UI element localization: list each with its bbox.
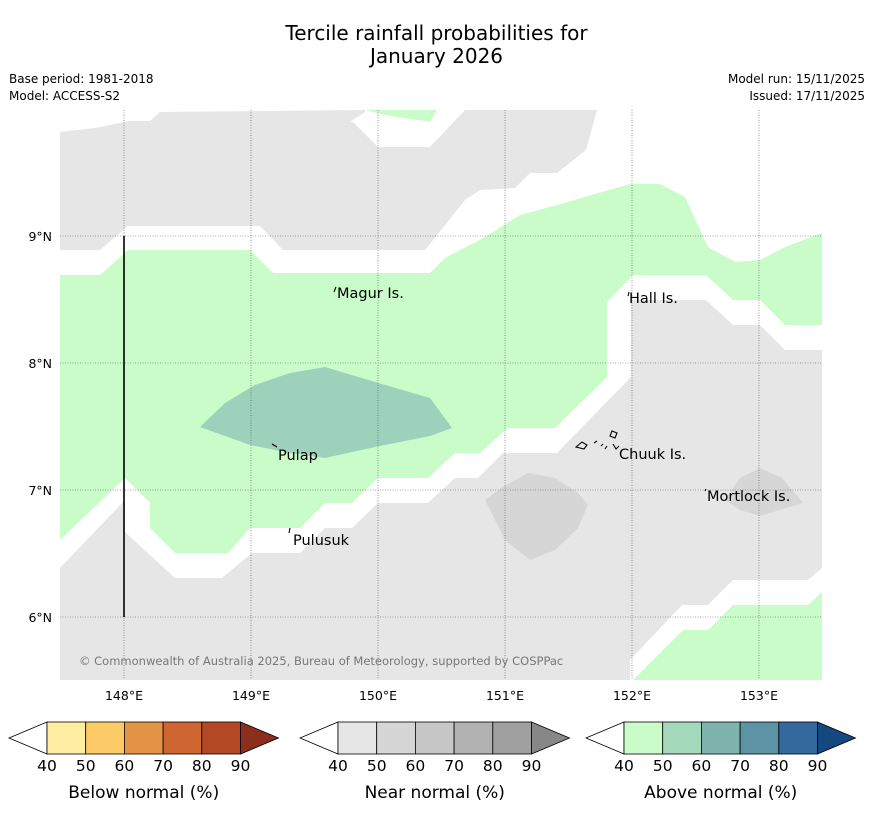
- model-run: Model run: 15/11/2025: [727, 72, 865, 86]
- colorbar-tick-label: 90: [522, 757, 542, 775]
- colorbar-tick-label: 70: [153, 757, 173, 775]
- place-label-pulap: Pulap: [278, 448, 318, 464]
- above-normal-region-top: [365, 110, 437, 122]
- colorbar-tick-label: 70: [730, 757, 750, 775]
- colorbar-swatch: [376, 721, 416, 755]
- colorbar-legends: 40 50 60 70 80 90 Below normal (%) 40 50 60 70 80 90…: [7, 721, 857, 803]
- issued-date: Issued: 17/11/2025: [749, 89, 865, 103]
- colorbar-tick-label: 40: [328, 757, 348, 775]
- lon-label-149: 149°E: [232, 688, 270, 703]
- near-normal-region-north: [60, 110, 597, 250]
- lon-label-150: 150°E: [359, 688, 397, 703]
- title-line-2: January 2026: [369, 44, 504, 68]
- colorbar-swatch: [85, 721, 125, 755]
- near-normal-50-region-b: [725, 468, 803, 516]
- copyright-notice: © Commonwealth of Australia 2025, Bureau…: [79, 654, 563, 668]
- colorbar-swatch: [46, 721, 87, 755]
- island-pulusuk: [288, 527, 291, 534]
- colorbar-tick-label: 40: [614, 757, 634, 775]
- colorbar-tick-label: 80: [769, 757, 789, 775]
- chart-title: Tercile rainfall probabilities for Janua…: [0, 22, 873, 68]
- colorbar-3: 40 50 60 70 80 90 Above normal (%): [584, 721, 857, 803]
- colorbar-extend-high: [240, 721, 280, 755]
- lon-label-153: 153°E: [740, 688, 778, 703]
- colorbar-extend-high: [531, 721, 571, 755]
- place-label-hall: Hall Is.: [629, 291, 678, 307]
- meta-right: Model run: 15/11/2025 Issued: 17/11/2025: [728, 71, 865, 105]
- colorbar-extend-low: [584, 721, 625, 755]
- lat-label-9: 9°N: [28, 229, 52, 244]
- title-line-1: Tercile rainfall probabilities for: [285, 21, 588, 45]
- colorbar-swatch: [492, 721, 532, 755]
- near-normal-region-south: [60, 300, 822, 680]
- colorbar-tick-label: 50: [367, 757, 387, 775]
- above-normal-50-region: [200, 367, 452, 458]
- colorbar-swatch: [337, 721, 378, 755]
- colorbar-swatch: [162, 721, 203, 755]
- colorbar-swatch: [414, 721, 455, 755]
- island-chuuk-lagoon: [574, 430, 620, 450]
- colorbar-swatch: [623, 721, 664, 755]
- colorbar-tick-label: 80: [483, 757, 503, 775]
- colorbar-swatch: [778, 721, 818, 755]
- colorbar-title: Near normal (%): [365, 783, 505, 803]
- colorbar-swatch: [701, 721, 741, 755]
- place-label-magur: Magur Is.: [337, 286, 404, 302]
- colorbar-tick-label: 60: [406, 757, 426, 775]
- lat-label-7: 7°N: [28, 483, 52, 498]
- island-pulap: [271, 443, 278, 448]
- colorbar-tick-label: 40: [37, 757, 57, 775]
- above-normal-region-main: [60, 184, 822, 553]
- colorbar-tick-label: 80: [192, 757, 212, 775]
- colorbar-tick-label: 90: [808, 757, 828, 775]
- island-mortlock: [704, 488, 707, 492]
- lon-label-148: 148°E: [105, 688, 143, 703]
- lon-label-152: 152°E: [613, 688, 651, 703]
- colorbar-tick-label: 50: [653, 757, 673, 775]
- map-plot-area: [60, 110, 822, 680]
- colorbar-title: Above normal (%): [644, 783, 797, 803]
- colorbar-extend-high: [817, 721, 857, 755]
- base-period: Base period: 1981-2018: [9, 72, 154, 86]
- colorbar-tick-label: 50: [76, 757, 96, 775]
- colorbar-swatch: [662, 721, 702, 755]
- colorbar-tick-label: 90: [231, 757, 251, 775]
- near-normal-50-region-a: [485, 473, 588, 560]
- colorbar-extend-low: [298, 721, 339, 755]
- colorbar-swatch: [124, 721, 164, 755]
- colorbar-tick-label: 60: [115, 757, 135, 775]
- colorbar-swatch: [201, 721, 241, 755]
- lat-label-6: 6°N: [28, 610, 52, 625]
- place-labels: Magur Is. Hall Is. Pulap Chuuk Is. Mortl…: [278, 286, 790, 549]
- colorbar-2: 40 50 60 70 80 90 Near normal (%): [298, 721, 571, 803]
- island-outlines: [271, 286, 707, 534]
- place-label-chuuk: Chuuk Is.: [619, 447, 686, 463]
- colorbar-tick-label: 70: [444, 757, 464, 775]
- place-label-pulusuk: Pulusuk: [293, 533, 350, 549]
- colorbar-swatch: [739, 721, 780, 755]
- above-normal-region-southeast: [633, 592, 822, 680]
- axis-labels: 148°E 149°E 150°E 151°E 152°E 153°E 9°N …: [28, 229, 778, 703]
- lat-label-8: 8°N: [28, 356, 52, 371]
- colorbar-1: 40 50 60 70 80 90 Below normal (%): [7, 721, 280, 803]
- model-name: Model: ACCESS-S2: [9, 89, 121, 103]
- colorbar-extend-low: [7, 721, 48, 755]
- lon-label-151: 151°E: [486, 688, 524, 703]
- island-magur: [333, 286, 337, 293]
- colorbar-tick-label: 60: [692, 757, 712, 775]
- island-hall: [627, 291, 630, 297]
- colorbar-title: Below normal (%): [68, 783, 219, 803]
- place-label-mortlock: Mortlock Is.: [707, 489, 790, 505]
- colorbar-swatch: [453, 721, 494, 755]
- meta-left: Base period: 1981-2018 Model: ACCESS-S2: [9, 71, 154, 105]
